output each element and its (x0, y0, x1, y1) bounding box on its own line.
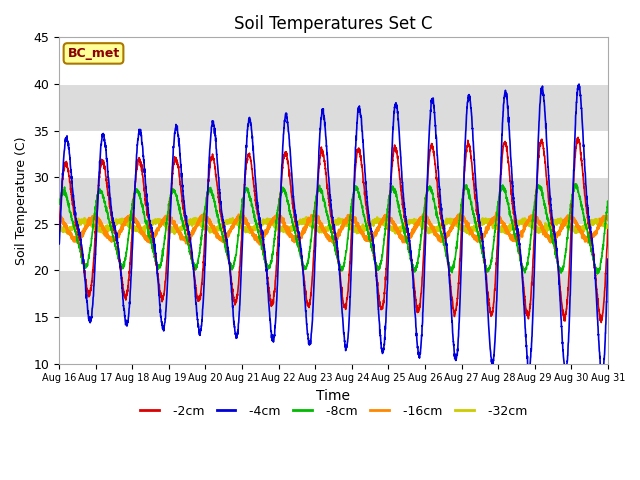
Y-axis label: Soil Temperature (C): Soil Temperature (C) (15, 136, 28, 265)
Title: Soil Temperatures Set C: Soil Temperatures Set C (234, 15, 433, 33)
X-axis label: Time: Time (317, 389, 351, 403)
Bar (59, 270, 608, 317)
Bar (59, 84, 608, 131)
Bar (59, 37, 608, 84)
Bar (59, 131, 608, 177)
Bar (59, 317, 608, 364)
Legend:  -2cm,  -4cm,  -8cm,  -16cm,  -32cm: -2cm, -4cm, -8cm, -16cm, -32cm (135, 400, 532, 423)
Text: BC_met: BC_met (67, 47, 120, 60)
Bar (59, 224, 608, 270)
Bar (59, 177, 608, 224)
